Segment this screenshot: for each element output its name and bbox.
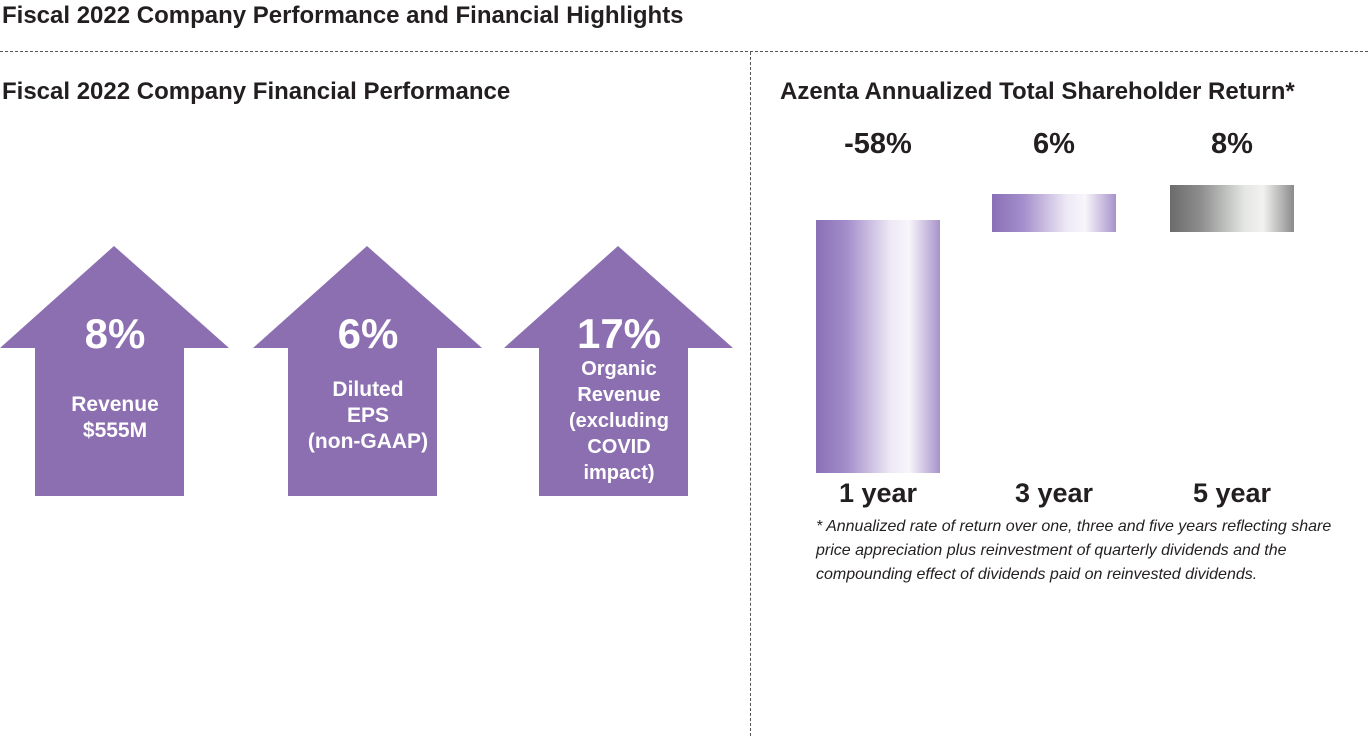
revenue-percent: 8% bbox=[84, 310, 146, 357]
vertical-divider bbox=[750, 52, 751, 736]
category-label-1-year: 1 year bbox=[838, 478, 918, 508]
organic-revenue-label-line: impact) bbox=[583, 462, 655, 484]
revenue-label-line: Revenue bbox=[71, 393, 159, 416]
eps-label: Diluted EPS (non-GAAP) bbox=[253, 377, 483, 455]
organic-revenue-label: Organic Revenue (excluding COVID impact) bbox=[504, 356, 734, 486]
organic-revenue-label-line: COVID bbox=[587, 436, 651, 458]
organic-revenue-label-line: (excluding bbox=[568, 410, 669, 432]
value-label-3-year: 6% bbox=[1033, 128, 1075, 160]
chart-footnote: * Annualized rate of return over one, th… bbox=[816, 518, 1332, 583]
top-divider bbox=[0, 51, 1368, 52]
eps-label-line: EPS bbox=[346, 404, 390, 427]
up-arrow-icon bbox=[253, 246, 482, 496]
eps-arrow: 6% Diluted EPS (non-GAAP) bbox=[253, 246, 483, 496]
bar-3-year bbox=[992, 193, 1116, 232]
organic-revenue-percent: 17% bbox=[576, 310, 662, 357]
page-title: Fiscal 2022 Company Performance and Fina… bbox=[2, 2, 684, 29]
eps-label-line: (non-GAAP) bbox=[307, 430, 429, 453]
up-arrow-icon bbox=[0, 246, 229, 496]
bar-5-year bbox=[1170, 185, 1294, 232]
eps-percent: 6% bbox=[337, 310, 399, 357]
value-label-1-year: -58% bbox=[844, 128, 912, 160]
organic-revenue-label-line: Revenue bbox=[577, 384, 661, 406]
left-panel-title: Fiscal 2022 Company Financial Performanc… bbox=[2, 78, 511, 105]
organic-revenue-label-line: Organic bbox=[581, 358, 657, 380]
bar-1-year bbox=[816, 219, 940, 473]
revenue-label-line: $555M bbox=[82, 419, 148, 442]
chart-title: Azenta Annualized Total Shareholder Retu… bbox=[780, 78, 1295, 105]
organic-revenue-arrow: 17% Organic Revenue (excluding COVID imp… bbox=[504, 246, 734, 496]
eps-label-line: Diluted bbox=[332, 378, 404, 401]
revenue-label: Revenue $555M bbox=[0, 392, 230, 444]
category-label-5-year: 5 year bbox=[1192, 478, 1272, 508]
up-arrow-icon bbox=[504, 246, 733, 496]
revenue-arrow: 8% Revenue $555M bbox=[0, 246, 230, 496]
category-label-3-year: 3 year bbox=[1014, 478, 1094, 508]
value-label-5-year: 8% bbox=[1211, 128, 1253, 160]
